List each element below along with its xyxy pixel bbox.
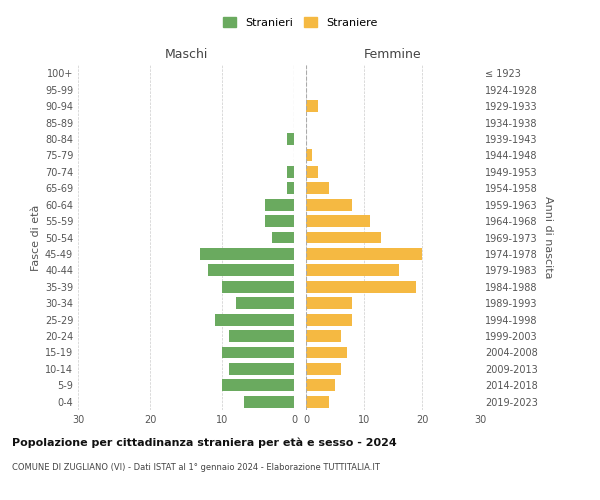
Bar	[306, 396, 329, 407]
Text: Popolazione per cittadinanza straniera per età e sesso - 2024: Popolazione per cittadinanza straniera p…	[12, 438, 397, 448]
Bar	[306, 346, 347, 358]
Title: Maschi: Maschi	[164, 48, 208, 61]
Bar	[306, 363, 341, 375]
Text: COMUNE DI ZUGLIANO (VI) - Dati ISTAT al 1° gennaio 2024 - Elaborazione TUTTITALI: COMUNE DI ZUGLIANO (VI) - Dati ISTAT al …	[12, 462, 380, 471]
Title: Femmine: Femmine	[364, 48, 422, 61]
Bar	[200, 248, 294, 260]
Bar	[265, 215, 294, 227]
Bar	[306, 215, 370, 227]
Legend: Stranieri, Straniere: Stranieri, Straniere	[218, 13, 382, 32]
Bar	[222, 346, 294, 358]
Bar	[222, 380, 294, 392]
Bar	[229, 363, 294, 375]
Bar	[306, 314, 352, 326]
Bar	[306, 198, 352, 210]
Bar	[265, 198, 294, 210]
Bar	[287, 166, 294, 177]
Bar	[287, 182, 294, 194]
Bar	[306, 166, 317, 177]
Bar	[306, 182, 329, 194]
Bar	[244, 396, 294, 407]
Bar	[306, 248, 422, 260]
Bar	[272, 232, 294, 243]
Y-axis label: Anni di nascita: Anni di nascita	[543, 196, 553, 279]
Bar	[306, 330, 341, 342]
Bar	[306, 264, 399, 276]
Bar	[306, 150, 312, 162]
Bar	[222, 281, 294, 292]
Bar	[306, 100, 317, 112]
Bar	[208, 264, 294, 276]
Y-axis label: Fasce di età: Fasce di età	[31, 204, 41, 270]
Bar	[306, 298, 352, 309]
Bar	[306, 380, 335, 392]
Bar	[236, 298, 294, 309]
Bar	[306, 281, 416, 292]
Bar	[229, 330, 294, 342]
Bar	[287, 133, 294, 145]
Bar	[306, 232, 382, 243]
Bar	[215, 314, 294, 326]
